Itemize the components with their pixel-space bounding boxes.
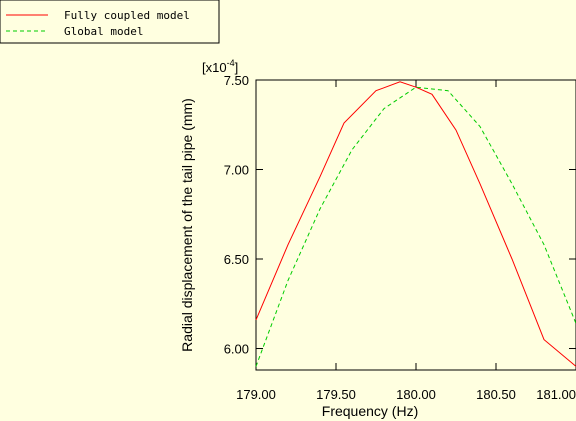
y-tick-label: 7.50 — [224, 73, 249, 88]
y-axis-title: Radial displacement of the tail pipe (mm… — [179, 98, 195, 352]
y-multiplier-close: ] — [235, 60, 239, 75]
y-multiplier-label: [x10-4] — [202, 58, 238, 75]
x-axis: 179.00 179.50 180.00 180.50 181.00 — [236, 80, 576, 402]
y-tick-label: 7.00 — [224, 163, 249, 178]
legend-box — [0, 0, 220, 44]
x-tick-label: 180.00 — [396, 387, 436, 402]
y-multiplier-exponent: -4 — [227, 58, 235, 68]
legend-label-fully-coupled: Fully coupled model — [64, 9, 190, 22]
legend: Fully coupled model Global model — [0, 0, 220, 44]
x-tick-label: 179.00 — [236, 387, 276, 402]
series-line-global — [255, 86, 576, 367]
plot-area — [255, 79, 576, 371]
x-tick-label: 179.50 — [316, 387, 356, 402]
y-multiplier-base: [x10 — [202, 60, 227, 75]
y-tick-label: 6.50 — [224, 252, 249, 267]
y-tick-label: 6.00 — [224, 342, 249, 357]
x-tick-label: 181.00 — [536, 387, 576, 402]
legend-label-global: Global model — [64, 25, 143, 38]
x-axis-title: Frequency (Hz) — [322, 403, 418, 419]
series-line-fully-coupled — [255, 81, 576, 367]
series-layer — [255, 81, 576, 367]
y-axis: 6.00 6.50 7.00 7.50 — [224, 73, 576, 357]
x-tick-label: 180.50 — [476, 387, 516, 402]
